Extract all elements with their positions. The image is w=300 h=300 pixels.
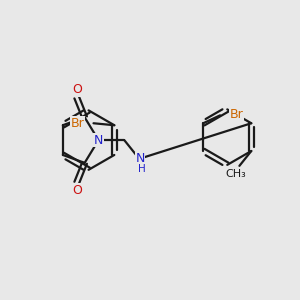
Text: H: H [138,164,146,174]
Text: O: O [72,184,82,197]
Text: Br: Br [71,117,85,130]
Text: N: N [94,134,103,147]
Text: CH₃: CH₃ [225,169,246,179]
Text: N: N [135,152,145,165]
Text: Br: Br [230,108,244,121]
Text: O: O [72,83,82,96]
